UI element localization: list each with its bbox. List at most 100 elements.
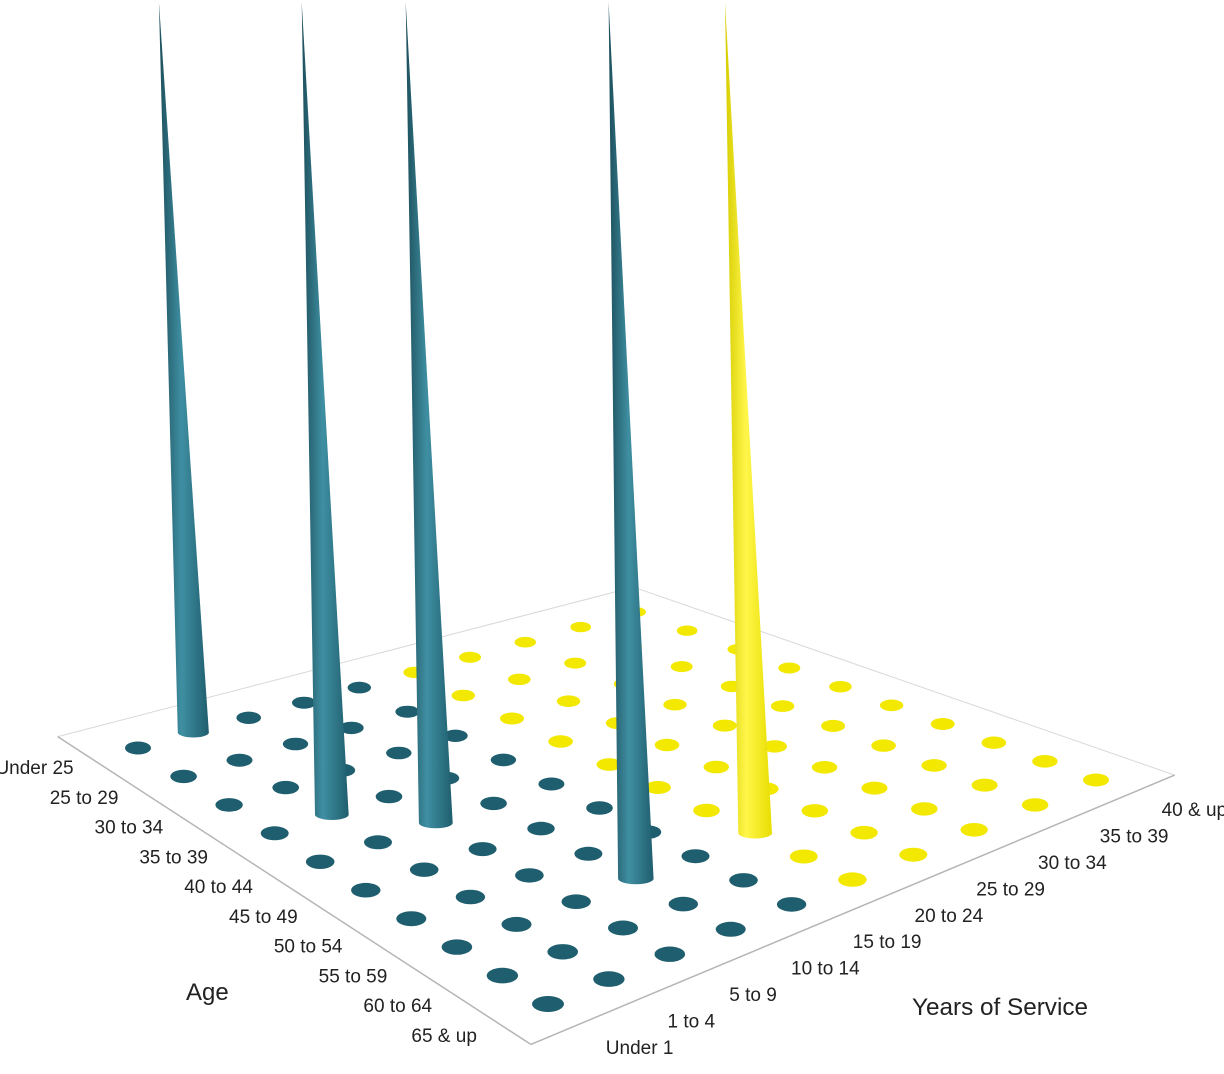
grid-marker (879, 699, 904, 712)
grid-marker (850, 825, 878, 840)
service-axis-line (530, 774, 1175, 1046)
grid-marker (1032, 755, 1058, 768)
grid-marker (527, 821, 555, 836)
grid-marker (829, 681, 852, 693)
grid-marker (921, 759, 947, 772)
grid-marker (770, 700, 795, 712)
grid-marker (1083, 773, 1109, 787)
grid-marker (971, 778, 998, 792)
service-tick-label: Under 1 (606, 1038, 674, 1059)
spike-yellow (725, 2, 772, 839)
age-tick-label: Under 25 (0, 758, 74, 779)
grid-marker (226, 753, 253, 767)
grid-marker (574, 846, 603, 861)
spike-teal (158, 2, 209, 738)
service-tick-label: 20 to 24 (915, 906, 984, 927)
age-tick-label: 65 & up (411, 1026, 477, 1047)
grid-marker (789, 849, 818, 864)
grid-marker (861, 781, 888, 795)
grid-marker (170, 769, 197, 784)
floor-left-edge (57, 586, 634, 738)
grid-marker (838, 872, 867, 887)
age-axis-title: Age (186, 979, 229, 1006)
grid-marker (532, 996, 564, 1012)
grid-marker (564, 657, 587, 669)
age-tick-label: 45 to 49 (229, 907, 298, 928)
grid-marker (593, 971, 625, 987)
service-tick-label: 25 to 29 (976, 879, 1045, 900)
marker-layer (125, 607, 1109, 1012)
grid-marker (490, 753, 517, 767)
grid-marker (547, 944, 578, 960)
grid-marker (676, 625, 698, 636)
grid-marker (899, 847, 928, 862)
grid-marker (364, 835, 392, 850)
grid-marker (443, 729, 468, 742)
grid-marker (586, 801, 613, 815)
service-tick-label: 35 to 39 (1100, 827, 1169, 848)
service-axis-title: Years of Service (912, 994, 1088, 1021)
grid-marker (514, 636, 536, 648)
grid-marker (215, 798, 243, 812)
grid-marker (395, 705, 420, 718)
service-tick-label: 15 to 19 (853, 932, 922, 953)
grid-marker (681, 849, 710, 864)
spike-teal (405, 2, 453, 829)
grid-marker (441, 939, 473, 955)
service-tick-label: 30 to 34 (1038, 853, 1107, 874)
grid-marker (501, 916, 532, 932)
grid-marker (236, 711, 261, 724)
grid-marker (451, 689, 475, 702)
grid-marker (386, 746, 412, 760)
grid-marker (260, 826, 289, 841)
grid-marker (712, 719, 737, 732)
grid-marker (596, 758, 622, 771)
grid-marker (703, 760, 729, 774)
spike-layer (158, 2, 772, 885)
grid-marker (644, 781, 671, 794)
age-tick-label: 40 to 44 (184, 877, 253, 898)
age-tick-label: 50 to 54 (274, 937, 343, 958)
service-tick-label: 40 & up (1162, 800, 1224, 821)
grid-marker (670, 661, 693, 673)
grid-marker (459, 651, 481, 663)
grid-marker (570, 621, 591, 633)
grid-marker (981, 736, 1007, 749)
grid-marker (811, 761, 838, 774)
grid-marker (515, 868, 544, 883)
service-tick-label: 10 to 14 (791, 959, 860, 980)
grid-marker (663, 698, 687, 711)
floor-layer (57, 586, 1175, 1046)
age-tick-label: 35 to 39 (139, 847, 208, 868)
grid-marker (715, 921, 746, 937)
grid-marker (455, 889, 486, 905)
grid-marker (409, 862, 439, 877)
grid-marker (608, 920, 638, 936)
age-axis-line (57, 736, 532, 1046)
grid-marker (292, 696, 316, 709)
floor-back-edge (633, 586, 1175, 776)
spike-teal (301, 2, 349, 820)
grid-marker (654, 946, 686, 962)
grid-marker (654, 738, 680, 752)
label-layer: Under 25 25 to 29 30 to 34 35 to 39 40 to 44… (0, 758, 1224, 1059)
grid-marker (729, 873, 758, 888)
grid-marker (871, 739, 896, 752)
grid-marker (561, 894, 591, 909)
grid-marker (911, 802, 938, 816)
grid-marker (282, 737, 309, 751)
age-tick-label: 60 to 64 (363, 996, 432, 1017)
grid-marker (508, 673, 531, 685)
grid-marker (960, 823, 988, 837)
grid-marker (762, 740, 787, 753)
grid-marker (480, 796, 507, 811)
service-tick-label: 1 to 4 (668, 1011, 716, 1032)
grid-marker (1021, 798, 1049, 812)
age-tick-label: 30 to 34 (95, 818, 164, 839)
grid-marker (125, 741, 151, 755)
spike-teal (608, 2, 654, 885)
service-tick-label: 5 to 9 (729, 985, 777, 1006)
grid-marker (396, 911, 427, 927)
